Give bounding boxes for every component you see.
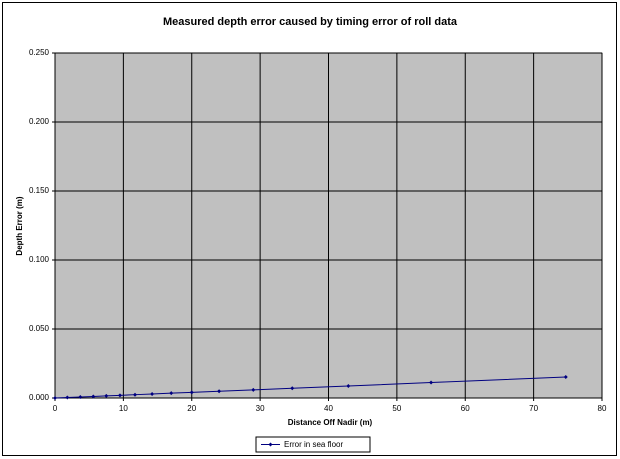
x-tick-label: 60 [461, 404, 470, 413]
y-axis-label: Depth Error (m) [15, 196, 24, 255]
x-tick-label: 20 [187, 404, 196, 413]
data-point [189, 390, 194, 395]
y-tick-label: 0.050 [29, 324, 50, 333]
data-point [78, 395, 83, 400]
data-point [251, 387, 256, 392]
y-tick-label: 0.000 [29, 393, 50, 402]
data-point [429, 380, 434, 385]
legend-label: Error in sea floor [284, 440, 343, 449]
data-point [65, 395, 70, 400]
data-point [150, 391, 155, 396]
data-point [169, 391, 174, 396]
x-tick-label: 70 [529, 404, 538, 413]
data-point [346, 383, 351, 388]
legend-box [255, 436, 371, 453]
series-line [54, 376, 566, 399]
legend-marker [268, 442, 273, 447]
x-tick-label: 10 [119, 404, 128, 413]
y-tick-label: 0.200 [29, 117, 50, 126]
data-point [290, 386, 295, 391]
data-point [132, 392, 137, 397]
data-point [53, 396, 57, 400]
y-tick-label: 0.250 [29, 48, 50, 57]
x-tick-label: 40 [324, 404, 333, 413]
data-point [91, 394, 96, 399]
data-point [217, 389, 222, 394]
chart-title: Measured depth error caused by timing er… [163, 16, 458, 28]
data-point [104, 393, 109, 398]
x-tick-label: 30 [256, 404, 265, 413]
data-point [117, 393, 122, 398]
x-tick-label: 80 [598, 404, 607, 413]
x-axis-label: Distance Off Nadir (m) [288, 418, 373, 427]
y-tick-label: 0.150 [29, 186, 50, 195]
data-point [563, 375, 568, 380]
x-tick-label: 50 [392, 404, 401, 413]
y-tick-label: 0.100 [29, 255, 50, 264]
x-tick-label: 0 [53, 404, 58, 413]
